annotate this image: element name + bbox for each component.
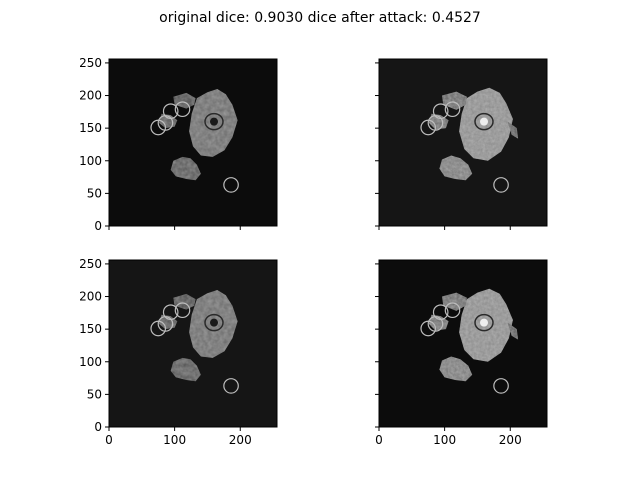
y-tick-label: 0 [94, 219, 102, 233]
center-spot [210, 117, 218, 126]
center-ring [204, 313, 224, 332]
center-spot [210, 318, 218, 327]
tissue-texture [173, 92, 196, 109]
scan-image [158, 290, 238, 382]
scan-image [428, 87, 519, 181]
tissue-texture [170, 156, 201, 181]
marker-circle [444, 302, 461, 319]
x-tick-label: 0 [375, 433, 383, 447]
marker-circle [432, 103, 449, 120]
axes-frame [378, 259, 548, 428]
axes-frame [108, 58, 278, 227]
x-tick-label: 200 [499, 433, 522, 447]
axes-frame [378, 58, 548, 227]
marker-circle [444, 101, 461, 118]
y-tick-label: 100 [79, 154, 102, 168]
x-tick-label: 0 [105, 433, 113, 447]
marker-circle [174, 302, 191, 319]
panel-bottom-right: 0 100 200 [375, 259, 548, 447]
y-tick-label: 250 [79, 56, 102, 70]
tissue-texture [170, 357, 201, 382]
y-tick-label: 250 [79, 257, 102, 271]
y-tick-label: 150 [79, 322, 102, 336]
marker-circle [432, 304, 449, 321]
tissue-texture [442, 91, 467, 110]
marker-circle [162, 304, 179, 321]
y-tick-label: 150 [79, 121, 102, 135]
marker-circle [493, 177, 509, 193]
tissue-texture [507, 121, 519, 139]
panel-bottom-left: 0 50 100 150 200 250 0 100 200 [79, 257, 278, 447]
y-tick-label: 0 [94, 420, 102, 434]
scan-image [428, 288, 519, 382]
center-ring [204, 112, 224, 131]
x-tick-label: 100 [433, 433, 456, 447]
y-tick-label: 50 [87, 387, 102, 401]
marker-circle [162, 103, 179, 120]
tissue-texture [439, 356, 473, 382]
center-spot [480, 318, 488, 327]
tissue-texture [507, 322, 519, 340]
x-tick-label: 200 [229, 433, 252, 447]
center-ring [474, 112, 494, 131]
panel-top-right [375, 58, 548, 230]
center-ring [474, 313, 494, 332]
marker-circle [174, 101, 191, 118]
y-tick-label: 100 [79, 355, 102, 369]
marker-circle [223, 177, 239, 193]
panel-top-left: 0 50 100 150 200 250 [79, 56, 278, 233]
tissue-texture [442, 292, 467, 311]
tissue-texture [173, 293, 196, 310]
marker-circle [493, 378, 509, 394]
x-tick-label: 100 [163, 433, 186, 447]
tissue-texture [439, 155, 473, 181]
figure-title: original dice: 0.9030 dice after attack:… [159, 10, 481, 26]
y-tick-label: 200 [79, 89, 102, 103]
y-tick-label: 200 [79, 290, 102, 304]
scan-image [158, 89, 238, 181]
marker-circle [223, 378, 239, 394]
center-spot [480, 117, 488, 126]
axes-frame [108, 259, 278, 428]
y-tick-label: 50 [87, 186, 102, 200]
